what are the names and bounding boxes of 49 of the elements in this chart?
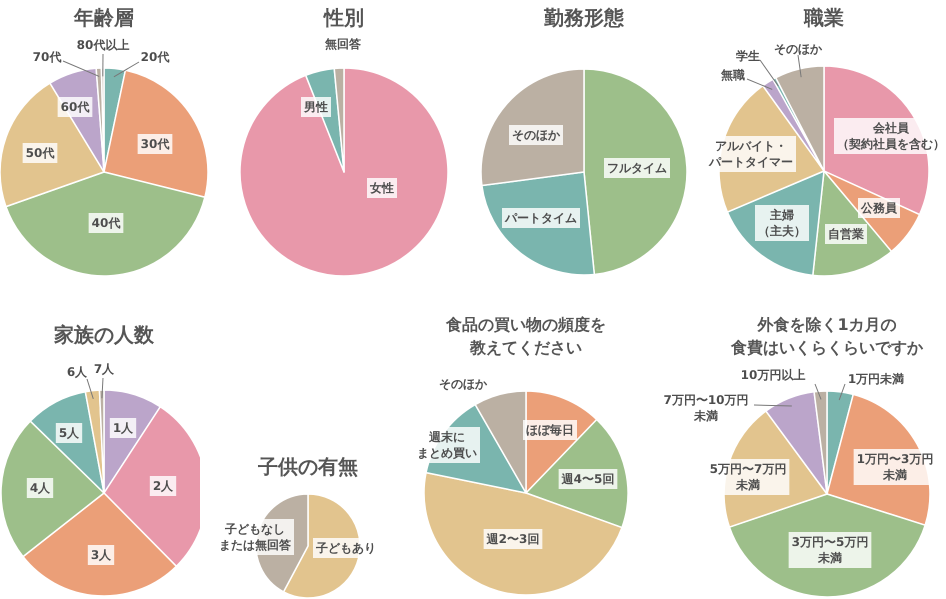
slice-label: 公務員 — [860, 201, 898, 215]
chart-title: 外食を除く1カ月の食費はいくらくらいですか — [730, 315, 924, 357]
slice-label: 5人 — [58, 426, 80, 440]
chart-title: 性別 — [322, 6, 364, 30]
slice-label: 主婦（主夫） — [758, 208, 806, 238]
chart-title: 年齢層 — [73, 6, 134, 30]
slice-label: ほぼ毎日 — [526, 423, 574, 437]
slice-label: 20代 — [140, 50, 170, 64]
slice-label: 10万円以上 — [740, 368, 806, 382]
slice-label: 50代 — [26, 146, 54, 160]
slice-label: 子どもなしまたは無回答 — [219, 522, 292, 552]
slice-label: 無職 — [720, 68, 745, 82]
slice-label: パートタイム — [504, 211, 577, 225]
slice-label: 3人 — [90, 548, 112, 562]
slice-label: 40代 — [92, 216, 120, 230]
chart-title: 子供の有無 — [257, 454, 358, 478]
slice-label: 子どもあり — [315, 541, 376, 555]
slice-label: 無回答 — [324, 37, 362, 51]
slice-label: 会社員（契約社員を含む） — [837, 121, 945, 151]
slice-label: 自営業 — [828, 227, 864, 241]
slice-label: そのほか — [774, 42, 823, 56]
slice-label: そのほか — [439, 377, 488, 391]
slice-label: 女性 — [369, 181, 394, 195]
chart-title: 勤務形態 — [543, 6, 625, 30]
slice-label: 70代 — [32, 50, 62, 64]
slice-label: 6人 — [66, 365, 88, 379]
slice-label: 30代 — [140, 137, 170, 151]
chart-title: 家族の人数 — [53, 322, 155, 346]
slice-label: 男性 — [303, 100, 328, 114]
slice-label: 週4〜5回 — [560, 472, 614, 486]
chart-title: 食品の買い物の頻度を教えてください — [445, 315, 606, 357]
slice-label: フルタイム — [607, 161, 667, 175]
slice-label: 1万円〜3万円未満 — [856, 452, 934, 482]
slice-label: アルバイト・パートタイマー — [708, 139, 793, 169]
slice-label: 3万円〜5万円未満 — [792, 535, 868, 565]
slice-label: 1人 — [112, 421, 134, 435]
slice-label: 7人 — [94, 362, 116, 376]
slice-label: 60代 — [60, 100, 90, 114]
slice-label: 5万円〜7万円未満 — [710, 462, 786, 492]
slice-label: 週2〜3回 — [486, 532, 540, 546]
slice-label: 1万円未満 — [848, 372, 904, 386]
slice-label: 学生 — [736, 49, 760, 63]
chart-title: 職業 — [803, 6, 844, 30]
slice-label: そのほか — [512, 128, 561, 142]
slice-label: 2人 — [152, 479, 174, 493]
slice-label: 7万円〜10万円未満 — [663, 393, 749, 423]
slice-label: 4人 — [30, 481, 52, 495]
slice-label: 週末にまとめ買い — [417, 430, 477, 460]
slice-label: 80代以上 — [76, 38, 130, 52]
